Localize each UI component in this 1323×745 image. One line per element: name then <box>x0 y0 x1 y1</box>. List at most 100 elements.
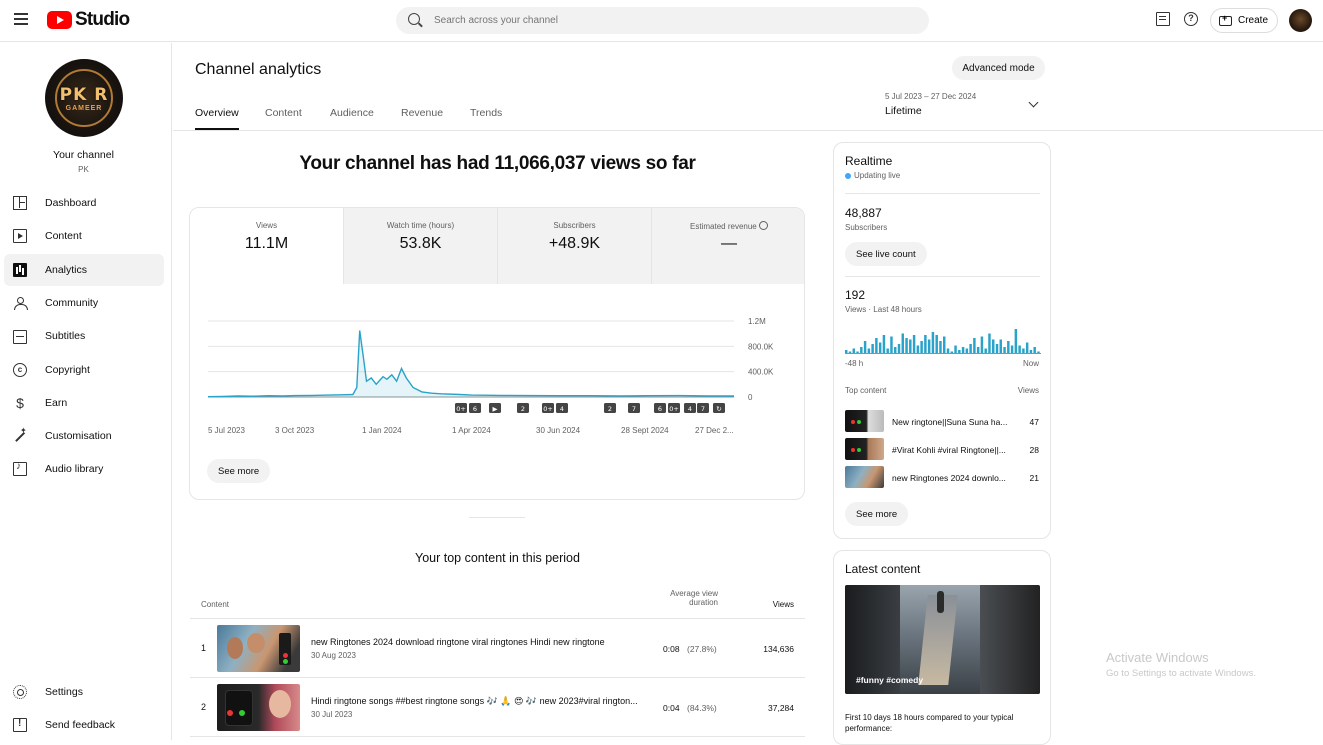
video-views: 47 <box>1029 417 1039 427</box>
svg-text:▶: ▶ <box>493 405 498 413</box>
create-label: Create <box>1238 15 1269 26</box>
x-tick-label: 28 Sept 2024 <box>621 426 669 435</box>
tab-revenue[interactable]: Revenue <box>401 107 444 119</box>
sidebar-item-copyright[interactable]: c Copyright <box>4 354 164 386</box>
bar <box>916 345 920 353</box>
sidebar-item-analytics[interactable]: Analytics <box>4 254 164 286</box>
bar <box>1018 345 1021 353</box>
views-headline: Your channel has had 11,066,037 views so… <box>299 153 696 174</box>
column-header-average-view-duration[interactable]: Average view duration <box>670 589 718 607</box>
bar <box>894 347 897 353</box>
bar <box>1003 347 1006 353</box>
annotation-marker: 0+ <box>542 403 554 413</box>
date-range[interactable]: 5 Jul 2023 – 27 Dec 2024 <box>885 92 977 101</box>
bar <box>871 344 874 353</box>
sidebar-item-customisation[interactable]: Customisation <box>4 420 164 452</box>
annotation-marker: 4 <box>684 403 696 413</box>
tab-content[interactable]: Content <box>265 107 302 119</box>
overview-chart-card: Views 11.1M Watch time (hours) 53.8K Sub… <box>189 207 805 500</box>
tab-audience[interactable]: Audience <box>330 107 374 119</box>
video-title[interactable]: New ringtone||Suna Suna ha... <box>892 417 1008 427</box>
svg-text:7: 7 <box>701 405 705 413</box>
video-thumbnail[interactable] <box>845 410 884 432</box>
metric-subscribers[interactable]: Subscribers +48.9K <box>498 208 652 284</box>
sidebar-item-label: Settings <box>45 686 83 698</box>
bar <box>954 345 957 353</box>
see-live-count-button[interactable]: See live count <box>845 242 927 266</box>
sidebar-item-label: Send feedback <box>45 719 116 731</box>
sidebar-item-content[interactable]: Content <box>4 220 164 252</box>
sidebar-item-earn[interactable]: $ Earn <box>4 387 164 419</box>
video-thumbnail[interactable] <box>845 466 884 488</box>
latest-video-thumbnail[interactable]: #funny #comedy <box>845 585 1040 694</box>
sidebar-item-community[interactable]: Community <box>4 287 164 319</box>
video-title[interactable]: new Ringtones 2024 download ringtone vir… <box>311 637 605 647</box>
video-thumbnail[interactable] <box>845 438 884 460</box>
video-views: 134,636 <box>763 644 794 654</box>
settings-icon <box>13 685 27 699</box>
video-title[interactable]: #Virat Kohli #viral Ringtone||... <box>892 445 1006 455</box>
tab-overview[interactable]: Overview <box>195 107 239 119</box>
bar <box>973 338 976 353</box>
sidebar-item-label: Analytics <box>45 264 88 276</box>
help-icon[interactable]: ? <box>1184 12 1198 26</box>
video-title[interactable]: Hindi ringtone songs ##best ringtone son… <box>311 696 638 706</box>
video-date: 30 Aug 2023 <box>311 651 356 660</box>
bar <box>1014 329 1018 353</box>
date-period-label[interactable]: Lifetime <box>885 105 922 117</box>
svg-text:2: 2 <box>608 405 612 413</box>
section-divider <box>469 517 525 518</box>
top-content-title: Your top content in this period <box>415 551 580 565</box>
annotation-marker: 6 <box>654 403 666 413</box>
sidebar-item-audio-library[interactable]: Audio library <box>4 453 164 485</box>
search-box[interactable] <box>396 7 929 34</box>
channel-avatar[interactable]: PK R GAMEER <box>45 59 123 137</box>
search-input[interactable] <box>434 7 914 34</box>
bar <box>878 342 882 353</box>
annotation-marker: 2 <box>517 403 529 413</box>
metric-estimated-revenue[interactable]: Estimated revenue — <box>652 208 804 284</box>
bar <box>980 336 984 353</box>
bar <box>1033 347 1036 353</box>
svg-text:2: 2 <box>521 405 525 413</box>
metric-views[interactable]: Views 11.1M <box>190 208 344 284</box>
sidebar-item-send-feedback[interactable]: Send feedback <box>4 709 164 741</box>
menu-icon[interactable] <box>14 13 28 25</box>
column-header-content: Content <box>201 600 230 609</box>
video-thumbnail[interactable] <box>217 684 300 731</box>
logo-text: Studio <box>75 9 130 30</box>
sidebar-item-settings[interactable]: Settings <box>4 676 164 708</box>
video-thumbnail[interactable] <box>217 625 300 672</box>
audio-library-icon <box>13 461 27 476</box>
table-divider <box>190 736 805 737</box>
bar <box>935 335 938 353</box>
see-more-button[interactable]: See more <box>207 459 271 483</box>
create-button[interactable]: Create <box>1210 8 1278 33</box>
top-bar: Studio ? Create <box>0 0 1323 42</box>
page-title: Channel analytics <box>195 61 322 78</box>
sidebar-item-dashboard[interactable]: Dashboard <box>4 187 164 219</box>
account-avatar[interactable] <box>1289 9 1312 32</box>
bar <box>897 344 901 353</box>
bar <box>969 344 972 353</box>
tab-trends[interactable]: Trends <box>470 107 503 119</box>
table-divider <box>190 677 805 678</box>
metric-value: 53.8K <box>399 235 442 252</box>
advanced-mode-button[interactable]: Advanced mode <box>952 56 1045 80</box>
studio-logo[interactable]: Studio <box>47 9 130 30</box>
messages-icon[interactable] <box>1156 12 1170 26</box>
bar <box>931 332 935 353</box>
column-header-views[interactable]: Views <box>772 600 794 609</box>
row-rank: 1 <box>201 643 207 653</box>
average-view-percentage: (84.3%) <box>687 703 717 713</box>
annotation-marker: 4 <box>556 403 568 413</box>
video-title[interactable]: new Ringtones 2024 downlo... <box>892 473 1006 483</box>
sidebar-item-subtitles[interactable]: Subtitles <box>4 320 164 352</box>
customisation-icon <box>13 426 27 443</box>
chevron-down-icon[interactable] <box>1028 97 1039 108</box>
latest-content-card: Latest content #funny #comedy First 10 d… <box>833 550 1051 745</box>
row-rank: 2 <box>201 702 207 712</box>
y-tick-label: 800.0K <box>748 342 774 351</box>
metric-watch-time[interactable]: Watch time (hours) 53.8K <box>344 208 498 284</box>
see-more-button[interactable]: See more <box>845 502 909 526</box>
